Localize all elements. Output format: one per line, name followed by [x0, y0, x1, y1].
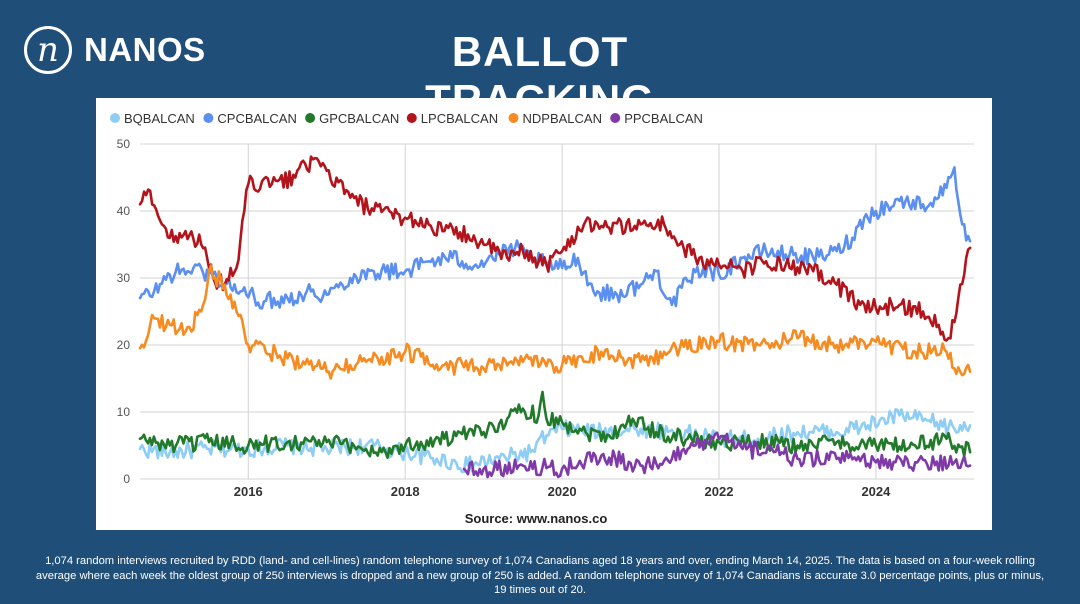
y-tick-label: 10: [117, 405, 131, 419]
legend-marker-cpcbalcan: [203, 113, 214, 123]
legend-label: BQBALCAN: [124, 111, 195, 126]
series-line-gpcbalcan: [138, 390, 972, 459]
series-line-lpcbalcan: [138, 155, 972, 342]
legend-marker-gpcbalcan: [305, 113, 316, 123]
x-tick-label: 2018: [391, 484, 420, 499]
ballot-tracking-chart: BQBALCAN CPCBALCAN GPCBALCAN LPCBALCAN NDPBA…: [110, 111, 974, 526]
y-tick-label: 30: [117, 271, 131, 285]
y-tick-label: 0: [123, 472, 130, 486]
legend-marker-bqbalcan: [110, 113, 120, 123]
chart-panel: BQBALCAN CPCBALCAN GPCBALCAN LPCBALCAN NDPBA…: [96, 98, 992, 530]
y-tick-label: 50: [117, 137, 131, 151]
legend-label: GPCBALCAN: [319, 111, 399, 126]
legend-label: PPCBALCAN: [624, 111, 703, 126]
legend-marker-ppcbalcan: [610, 113, 621, 123]
x-tick-label: 2022: [705, 484, 734, 499]
y-tick-label: 20: [117, 338, 131, 352]
legend-marker-ndpbalcan: [508, 113, 519, 123]
chart-legend: BQBALCAN CPCBALCAN GPCBALCAN LPCBALCAN NDPBA…: [110, 111, 703, 126]
logo-mark: n: [24, 26, 72, 74]
legend-label: NDPBALCAN: [523, 111, 602, 126]
x-tick-label: 2016: [234, 484, 263, 499]
logo-wordmark: NANOS: [84, 31, 206, 68]
chart-axes: 0 10 20 30 40 50 2016 2018 2020 2022 2024: [117, 137, 892, 499]
x-tick-label: 2020: [548, 484, 577, 499]
legend-label: CPCBALCAN: [217, 111, 296, 126]
legend-marker-lpcbalcan: [406, 113, 417, 123]
series-line-ndpbalcan: [138, 264, 972, 380]
legend-label: LPCBALCAN: [421, 111, 498, 126]
methodology-footnote: 1,074 random interviews recruited by RDD…: [35, 555, 1045, 596]
chart-series: [138, 155, 972, 479]
chart-source: Source: www.nanos.co: [465, 511, 608, 526]
y-tick-label: 40: [117, 204, 131, 218]
series-line-bqbalcan: [138, 408, 972, 474]
series-line-ppcbalcan: [462, 431, 972, 479]
nanos-logo: n NANOS: [24, 26, 206, 74]
x-tick-label: 2024: [861, 484, 891, 499]
series-line-cpcbalcan: [138, 166, 972, 310]
